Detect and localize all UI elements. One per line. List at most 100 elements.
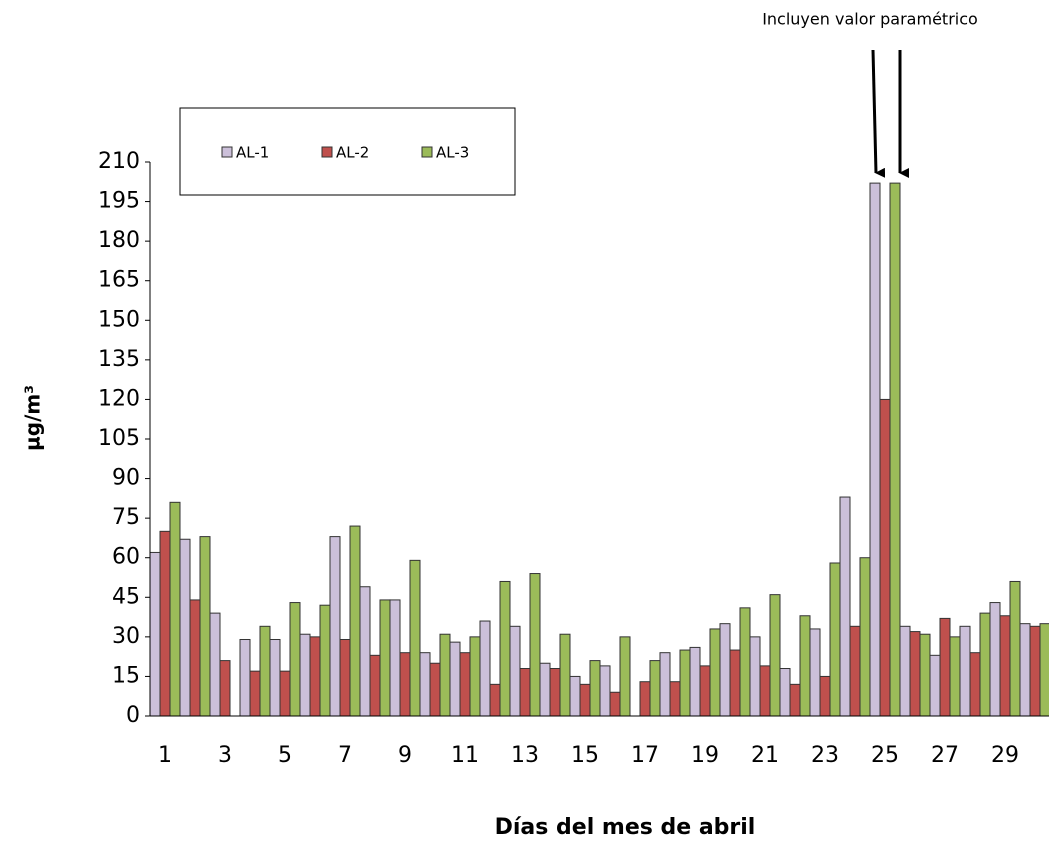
bar (349, 525, 361, 717)
bar (579, 683, 591, 717)
x-tick-label: 5 (278, 743, 292, 768)
x-tick-label: 29 (991, 743, 1019, 768)
x-tick-label: 1 (158, 743, 172, 768)
y-tick-label: 210 (98, 149, 140, 174)
bar (689, 646, 701, 717)
y-tick-label: 15 (112, 663, 140, 688)
bar (999, 615, 1011, 717)
bar (299, 633, 311, 717)
bar (429, 662, 441, 717)
bar (569, 675, 581, 717)
x-tick-label: 23 (811, 743, 839, 768)
bar (1039, 623, 1049, 717)
bar (499, 580, 511, 717)
bar (619, 636, 631, 717)
bar (409, 559, 421, 717)
bar (789, 683, 801, 717)
bar (379, 599, 391, 717)
bar (189, 599, 201, 717)
y-tick-label: 30 (112, 624, 140, 649)
bar (729, 649, 741, 717)
x-tick-label: 15 (571, 743, 599, 768)
bar (389, 599, 401, 717)
y-tick-label: 90 (112, 466, 140, 491)
bar (969, 652, 981, 717)
x-tick-label: 11 (451, 743, 479, 768)
bar (659, 652, 671, 717)
legend-box (179, 107, 516, 196)
bar (829, 562, 841, 717)
bar (159, 530, 171, 717)
x-tick-label: 9 (398, 743, 412, 768)
bar (269, 638, 281, 717)
legend-swatch (321, 146, 333, 158)
y-tick-label: 135 (98, 347, 140, 372)
bar (919, 633, 931, 717)
bar (449, 641, 461, 717)
bar (329, 536, 341, 717)
bar (279, 670, 291, 717)
bar (589, 660, 601, 717)
y-tick-label: 120 (98, 386, 140, 411)
bar (679, 649, 691, 717)
bar (1019, 623, 1031, 717)
bar (959, 625, 971, 717)
bar (209, 612, 221, 717)
x-tick-label: 27 (931, 743, 959, 768)
bar (889, 182, 901, 717)
bar (169, 501, 181, 717)
bar (949, 636, 961, 717)
bar (799, 615, 811, 717)
bar (819, 675, 831, 717)
bar (649, 660, 661, 717)
bar (419, 652, 431, 717)
bar (879, 398, 891, 717)
x-tick-label: 19 (691, 743, 719, 768)
bar (849, 625, 861, 717)
bar (489, 683, 501, 717)
bar (639, 681, 651, 717)
bar (719, 623, 731, 717)
x-axis-label: Días del mes de abril (495, 815, 756, 840)
bar (599, 665, 611, 717)
bar (179, 538, 191, 717)
bar (479, 620, 491, 717)
bar (469, 636, 481, 717)
legend-label: AL-2 (336, 144, 369, 162)
arrow (871, 49, 886, 178)
bar (529, 573, 541, 717)
y-tick-label: 45 (112, 584, 140, 609)
bar (899, 625, 911, 717)
bar (399, 652, 411, 717)
bar (549, 668, 561, 717)
y-tick-label: 105 (98, 426, 140, 451)
x-tick-label: 3 (218, 743, 232, 768)
bar (519, 668, 531, 717)
y-tick-label: 180 (98, 228, 140, 253)
bar (699, 665, 711, 717)
bar (859, 557, 871, 717)
bar (359, 586, 371, 717)
bar (559, 633, 571, 717)
legend-swatch (221, 146, 233, 158)
y-axis-label: µg/m³ (21, 385, 45, 451)
bar (369, 654, 381, 717)
bar (309, 636, 321, 717)
x-tick-label: 25 (871, 743, 899, 768)
x-tick-label: 13 (511, 743, 539, 768)
bar (759, 665, 771, 717)
y-tick-label: 195 (98, 189, 140, 214)
legend-swatch (421, 146, 433, 158)
bar (219, 660, 231, 717)
annotation: Incluyen valor paramétrico (762, 10, 978, 29)
y-tick-label: 60 (112, 545, 140, 570)
bar (809, 628, 821, 717)
bar (319, 604, 331, 717)
bar (239, 638, 251, 717)
bar (1009, 580, 1021, 717)
legend-label: AL-1 (236, 144, 269, 162)
y-tick-label: 150 (98, 307, 140, 332)
bar (509, 625, 521, 717)
legend-label: AL-3 (436, 144, 469, 162)
